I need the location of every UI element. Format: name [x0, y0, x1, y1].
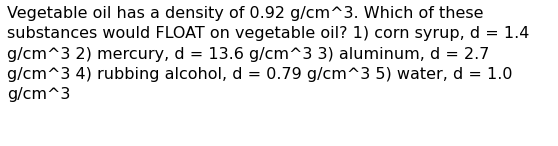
Text: Vegetable oil has a density of 0.92 g/cm^3. Which of these
substances would FLOA: Vegetable oil has a density of 0.92 g/cm… [7, 6, 530, 102]
